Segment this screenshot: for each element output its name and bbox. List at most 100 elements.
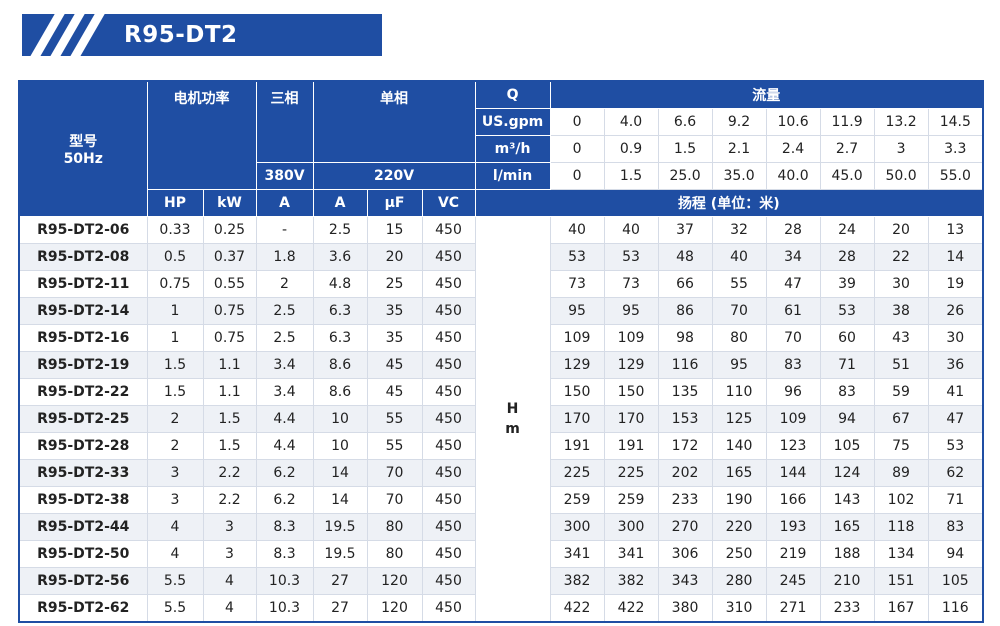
a1-cell: 10 xyxy=(313,432,368,460)
head-value: 124 xyxy=(820,459,875,487)
vc-cell: 450 xyxy=(422,216,476,244)
head-value: 43 xyxy=(874,324,929,352)
hp-cell: 0.33 xyxy=(147,216,204,244)
head-value: 73 xyxy=(550,270,605,298)
head-value: 170 xyxy=(550,405,605,433)
vc-cell: 450 xyxy=(422,297,476,325)
hp-cell: 0.5 xyxy=(147,243,204,271)
head-value: 22 xyxy=(874,243,929,271)
head-value: 116 xyxy=(658,351,713,379)
vc-cell: 450 xyxy=(422,486,476,514)
uf-cell: 35 xyxy=(367,297,423,325)
flow-value: 45.0 xyxy=(820,162,875,190)
flow-value: 4.0 xyxy=(604,108,659,136)
uf-cell: 120 xyxy=(367,567,423,595)
kw-cell: 1.1 xyxy=(203,378,257,406)
flow-value: 3.3 xyxy=(928,135,984,163)
model-cell: R95-DT2-50 xyxy=(19,540,148,568)
flow-value: 10.6 xyxy=(766,108,821,136)
head-value: 165 xyxy=(820,513,875,541)
a3-cell: 4.4 xyxy=(256,405,314,433)
head-value: 14 xyxy=(928,243,984,271)
head-value: 422 xyxy=(550,594,605,623)
head-value: 71 xyxy=(820,351,875,379)
table-row: R95-DT2-44 4 3 8.3 19.5 80 450 300 300 270 220 193 1… xyxy=(19,513,984,541)
a1-cell: 19.5 xyxy=(313,540,368,568)
uf-cell: 120 xyxy=(367,594,423,623)
head-value: 341 xyxy=(604,540,659,568)
table-row: R95-DT2-28 2 1.5 4.4 10 55 450 191 191 172 140 123 1… xyxy=(19,432,984,460)
a3-cell: 6.2 xyxy=(256,486,314,514)
head-value: 135 xyxy=(658,378,713,406)
head-value: 233 xyxy=(658,486,713,514)
head-value: 105 xyxy=(820,432,875,460)
head-value: 343 xyxy=(658,567,713,595)
head-value: 86 xyxy=(658,297,713,325)
head-value: 94 xyxy=(820,405,875,433)
head-value: 150 xyxy=(604,378,659,406)
three-phase-voltage: 380V xyxy=(256,162,314,190)
head-value: 191 xyxy=(550,432,605,460)
head-header: 扬程 (单位：米) xyxy=(475,189,984,217)
head-value: 116 xyxy=(928,594,984,623)
model-cell: R95-DT2-33 xyxy=(19,459,148,487)
head-value: 24 xyxy=(820,216,875,244)
kw-cell: 0.37 xyxy=(203,243,257,271)
head-value: 165 xyxy=(712,459,767,487)
table-row: R95-DT2-56 5.5 4 10.3 27 120 450 382 382 343 280 24… xyxy=(19,567,984,595)
head-value: 34 xyxy=(766,243,821,271)
head-value: 191 xyxy=(604,432,659,460)
model-cell: R95-DT2-19 xyxy=(19,351,148,379)
head-value: 83 xyxy=(928,513,984,541)
a1-cell: 2.5 xyxy=(313,216,368,244)
uf-cell: 35 xyxy=(367,324,423,352)
head-value: 109 xyxy=(550,324,605,352)
title-banner: R95-DT2 xyxy=(22,14,382,56)
head-value: 151 xyxy=(874,567,929,595)
a1-cell: 27 xyxy=(313,567,368,595)
uf-cell: 55 xyxy=(367,405,423,433)
head-value: 96 xyxy=(766,378,821,406)
unit-header: A xyxy=(256,189,314,217)
a3-cell: 10.3 xyxy=(256,594,314,623)
head-value: 73 xyxy=(604,270,659,298)
a3-cell: 3.4 xyxy=(256,351,314,379)
a1-cell: 14 xyxy=(313,486,368,514)
kw-cell: 1.5 xyxy=(203,432,257,460)
flow-value: 40.0 xyxy=(766,162,821,190)
head-value: 219 xyxy=(766,540,821,568)
model-label: 型号 xyxy=(69,134,98,150)
vc-cell: 450 xyxy=(422,378,476,406)
head-value: 28 xyxy=(766,216,821,244)
flow-value: 0 xyxy=(550,108,605,136)
kw-cell: 0.75 xyxy=(203,324,257,352)
head-value: 129 xyxy=(550,351,605,379)
head-value: 193 xyxy=(766,513,821,541)
head-value: 109 xyxy=(604,324,659,352)
unit-header: HP xyxy=(147,189,204,217)
header-row-1: 型号 50Hz 电机功率 三相 单相 Q 流量 xyxy=(19,81,984,217)
head-value: 75 xyxy=(874,432,929,460)
flow-value: 9.2 xyxy=(712,108,767,136)
uf-cell: 45 xyxy=(367,351,423,379)
head-value: 36 xyxy=(928,351,984,379)
head-value: 310 xyxy=(712,594,767,623)
model-cell: R95-DT2-44 xyxy=(19,513,148,541)
hp-cell: 1.5 xyxy=(147,378,204,406)
model-cell: R95-DT2-16 xyxy=(19,324,148,352)
hp-cell: 3 xyxy=(147,486,204,514)
a1-cell: 4.8 xyxy=(313,270,368,298)
head-value: 259 xyxy=(604,486,659,514)
a3-cell: 1.8 xyxy=(256,243,314,271)
head-value: 95 xyxy=(712,351,767,379)
model-cell: R95-DT2-38 xyxy=(19,486,148,514)
head-value: 95 xyxy=(604,297,659,325)
a3-cell: 6.2 xyxy=(256,459,314,487)
model-cell: R95-DT2-56 xyxy=(19,567,148,595)
head-value: 382 xyxy=(550,567,605,595)
head-value: 20 xyxy=(874,216,929,244)
hp-cell: 1.5 xyxy=(147,351,204,379)
head-value: 53 xyxy=(820,297,875,325)
q-header: Q xyxy=(475,81,551,109)
uf-cell: 15 xyxy=(367,216,423,244)
